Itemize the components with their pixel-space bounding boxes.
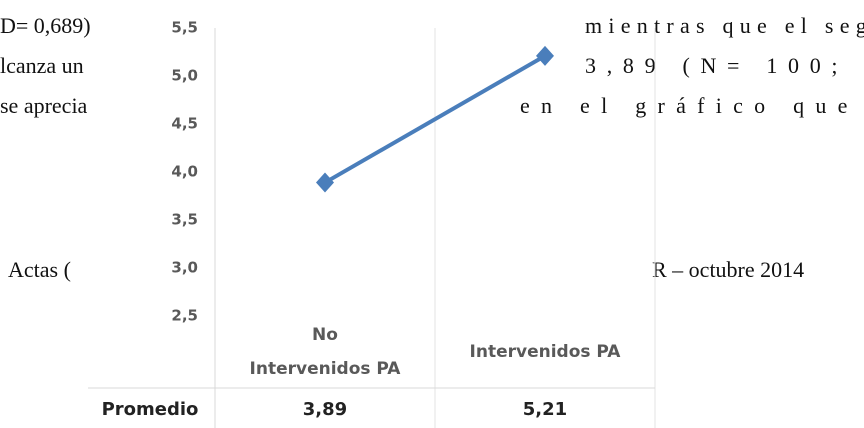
y-tick-label: 3,5 (171, 211, 198, 229)
doc-footer: Actas ( (8, 257, 71, 282)
doc-line: mientras que el segu (585, 13, 864, 38)
doc-line: se aprecia (0, 93, 88, 118)
table-value: 3,89 (303, 399, 347, 420)
table-series-name: Promedio (102, 399, 199, 420)
x-tick-label: No (312, 325, 338, 345)
table-value: 5,21 (523, 399, 567, 420)
y-tick-label: 5,5 (171, 19, 198, 37)
x-tick-label: Intervenidos PA (470, 342, 622, 362)
marker (316, 172, 334, 193)
doc-footer: R – octubre 2014 (652, 257, 804, 282)
line (324, 54, 546, 185)
y-tick-label: 4,0 (171, 163, 198, 181)
x-tick-label: Intervenidos PA (250, 359, 402, 379)
doc-line: D= 0,689) (0, 13, 91, 38)
y-tick-label: 4,5 (171, 115, 198, 133)
doc-line: en el gráfico que s (520, 93, 864, 118)
doc-line: 3,89 (N= 100; M (585, 53, 864, 78)
y-tick-label: 2,5 (171, 307, 198, 325)
marker (536, 45, 554, 66)
y-tick-label: 3,0 (171, 259, 198, 277)
y-tick-label: 5,0 (171, 67, 198, 85)
doc-line: lcanza un (0, 53, 84, 78)
